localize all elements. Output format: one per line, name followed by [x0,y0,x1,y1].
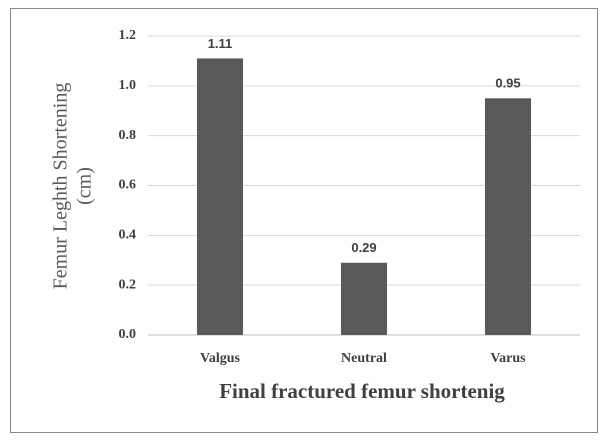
y-tick-label: 1.2 [119,28,137,43]
data-label: 0.29 [351,240,376,255]
bar [484,98,532,336]
y-axis-label: (cm) [74,167,96,205]
y-axis-label: Femur Leghth Shortening [50,83,72,290]
y-tick-label: 0.6 [119,178,137,193]
x-tick-label: Valgus [200,351,241,366]
bar [340,262,388,335]
y-tick-label: 0.4 [119,228,137,243]
y-tick-label: 1.0 [119,78,137,93]
x-tick-label: Neutral [341,351,387,366]
data-label: 0.95 [495,76,520,91]
x-axis-label: Final fractured femur shortenig [219,379,505,403]
data-label: 1.11 [208,36,233,51]
y-tick-label: 0.8 [119,128,137,143]
y-tick-label: 0.2 [119,277,137,292]
bar [196,58,244,336]
x-tick-label: Varus [490,351,526,366]
y-tick-label: 0.0 [119,327,137,342]
